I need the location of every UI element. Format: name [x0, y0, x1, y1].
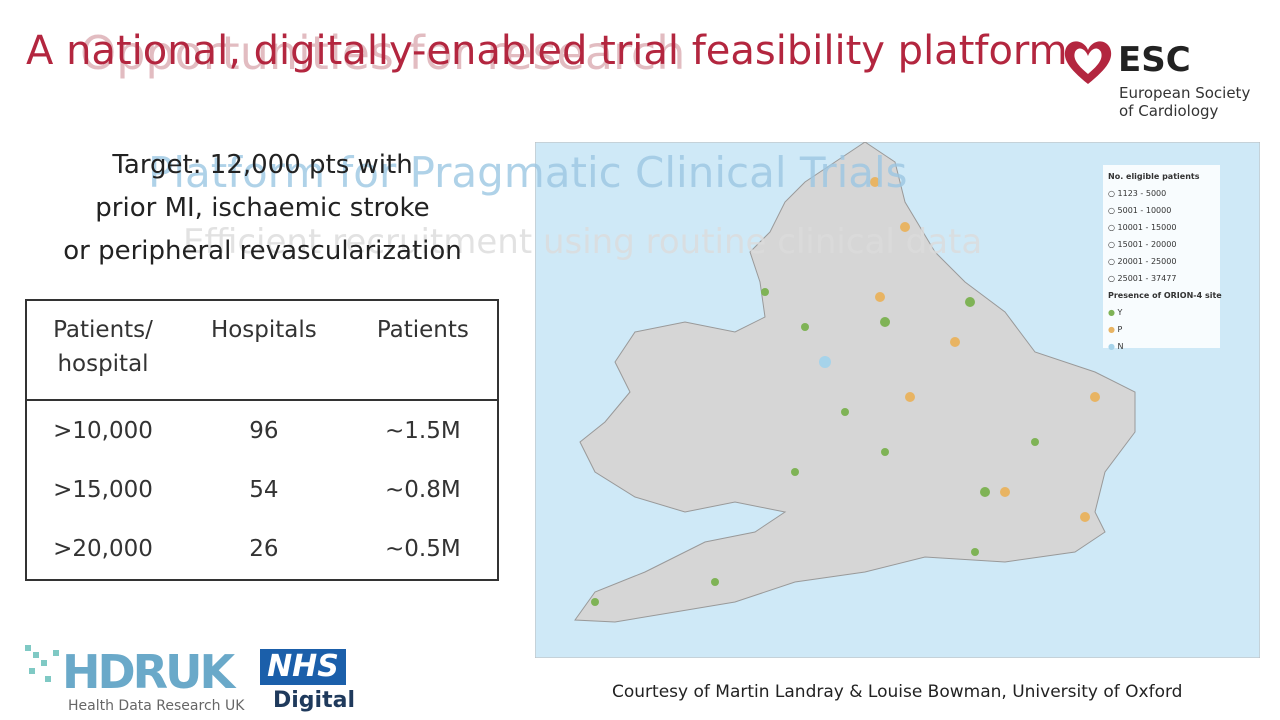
legend-title: No. eligible patients: [1108, 172, 1200, 181]
legend-label: Y: [1117, 308, 1123, 317]
table-cell: ~1.5M: [385, 417, 461, 444]
esc-name: European Society of Cardiology: [1119, 84, 1250, 120]
legend-label: P: [1117, 325, 1123, 334]
table-body: >10,000 96 ~1.5M >15,000 54 ~0.8M >20,000 26 ~0.…: [26, 400, 498, 580]
hdr-name: Health Data Research UK: [68, 698, 245, 714]
header-text: Patients/ hospital: [53, 317, 153, 377]
legend-label: 10001 - 15000: [1117, 223, 1177, 232]
slide-title: A national, digitally-enabled trial feas…: [26, 28, 1068, 74]
target-text: prior MI, ischaemic stroke: [95, 193, 430, 223]
target-text: Target: 12,000 pts with: [112, 150, 413, 180]
target-text: or peripheral revascularization: [63, 236, 462, 266]
legend-item: ○ 5001 - 10000: [1108, 206, 1172, 215]
map: [535, 142, 1260, 658]
table-cell: ~0.8M: [385, 477, 461, 503]
ghost-tagline: Efficient recruitment using routine clin…: [183, 222, 983, 262]
ghost-title: Opportunities for research: [80, 26, 686, 80]
table-cell: 96: [249, 417, 279, 444]
legend-label: 25001 - 37477: [1117, 274, 1177, 283]
table-cell: >15,000: [53, 477, 153, 503]
table-cell: ~0.5M: [385, 536, 461, 563]
table-row: >20,000 26 ~0.5M: [26, 519, 498, 580]
credit: Courtesy of Martin Landray & Louise Bowm…: [612, 682, 1183, 702]
nhs-logo: NHS: [260, 649, 346, 685]
table-header: Patients/ hospital: [26, 300, 179, 401]
legend-label: N: [1117, 342, 1124, 351]
table-cell: 54: [249, 477, 279, 503]
legend-label: 20001 - 25000: [1117, 257, 1177, 266]
table-cell: >10,000: [53, 417, 153, 444]
legend-item: ○ 20001 - 25000: [1108, 257, 1177, 266]
site-dots: [591, 177, 1100, 606]
map-legend: No. eligible patients ○ 1123 - 5000 ○ 50…: [1108, 172, 1222, 351]
table-row: >10,000 96 ~1.5M: [26, 400, 498, 461]
legend-title: Presence of ORION-4 site: [1108, 291, 1222, 300]
legend-box: [1103, 165, 1220, 348]
legend-label: 15001 - 20000: [1117, 240, 1177, 249]
legend-item: ○ 1123 - 5000: [1108, 189, 1167, 198]
hdr-logo: HDRUK: [62, 645, 235, 699]
hospital-table: Patients/ hospital Hospitals Patients >1…: [25, 299, 499, 581]
ghost-subtitle: Platform for Pragmatic Clinical Trials: [148, 148, 908, 197]
legend-item: ○ 25001 - 37477: [1108, 274, 1177, 283]
table-header: Hospitals: [179, 300, 349, 401]
table-header: Patients: [348, 300, 498, 401]
legend-item: ○ 15001 - 20000: [1108, 240, 1177, 249]
table-cell: >20,000: [53, 536, 153, 563]
land: [574, 142, 1136, 623]
nhs-sub: Digital: [273, 688, 355, 713]
esc-logo: ESC: [1118, 40, 1191, 80]
esc-heart: [1064, 41, 1112, 84]
legend-label: 1123 - 5000: [1117, 189, 1167, 198]
table-row: >15,000 54 ~0.8M: [26, 461, 498, 520]
table-cell: 26: [249, 536, 279, 563]
legend-item: ○ 10001 - 15000: [1108, 223, 1177, 232]
esc-line: of Cardiology: [1119, 102, 1219, 120]
hdr-pixels: [25, 645, 59, 682]
esc-line: European Society: [1119, 84, 1251, 102]
legend-label: 5001 - 10000: [1117, 206, 1172, 215]
